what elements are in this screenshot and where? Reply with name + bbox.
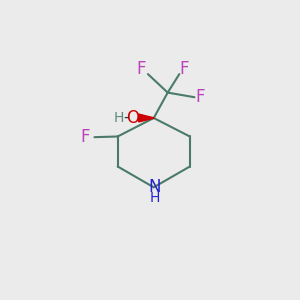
Text: H: H	[113, 111, 124, 125]
Text: F: F	[136, 61, 146, 79]
Text: O: O	[126, 109, 139, 127]
Polygon shape	[139, 114, 154, 122]
Text: -: -	[123, 110, 128, 125]
Text: H: H	[150, 191, 160, 205]
Text: F: F	[80, 128, 90, 146]
Text: F: F	[179, 61, 189, 79]
Text: N: N	[149, 178, 161, 196]
Text: F: F	[196, 88, 205, 106]
